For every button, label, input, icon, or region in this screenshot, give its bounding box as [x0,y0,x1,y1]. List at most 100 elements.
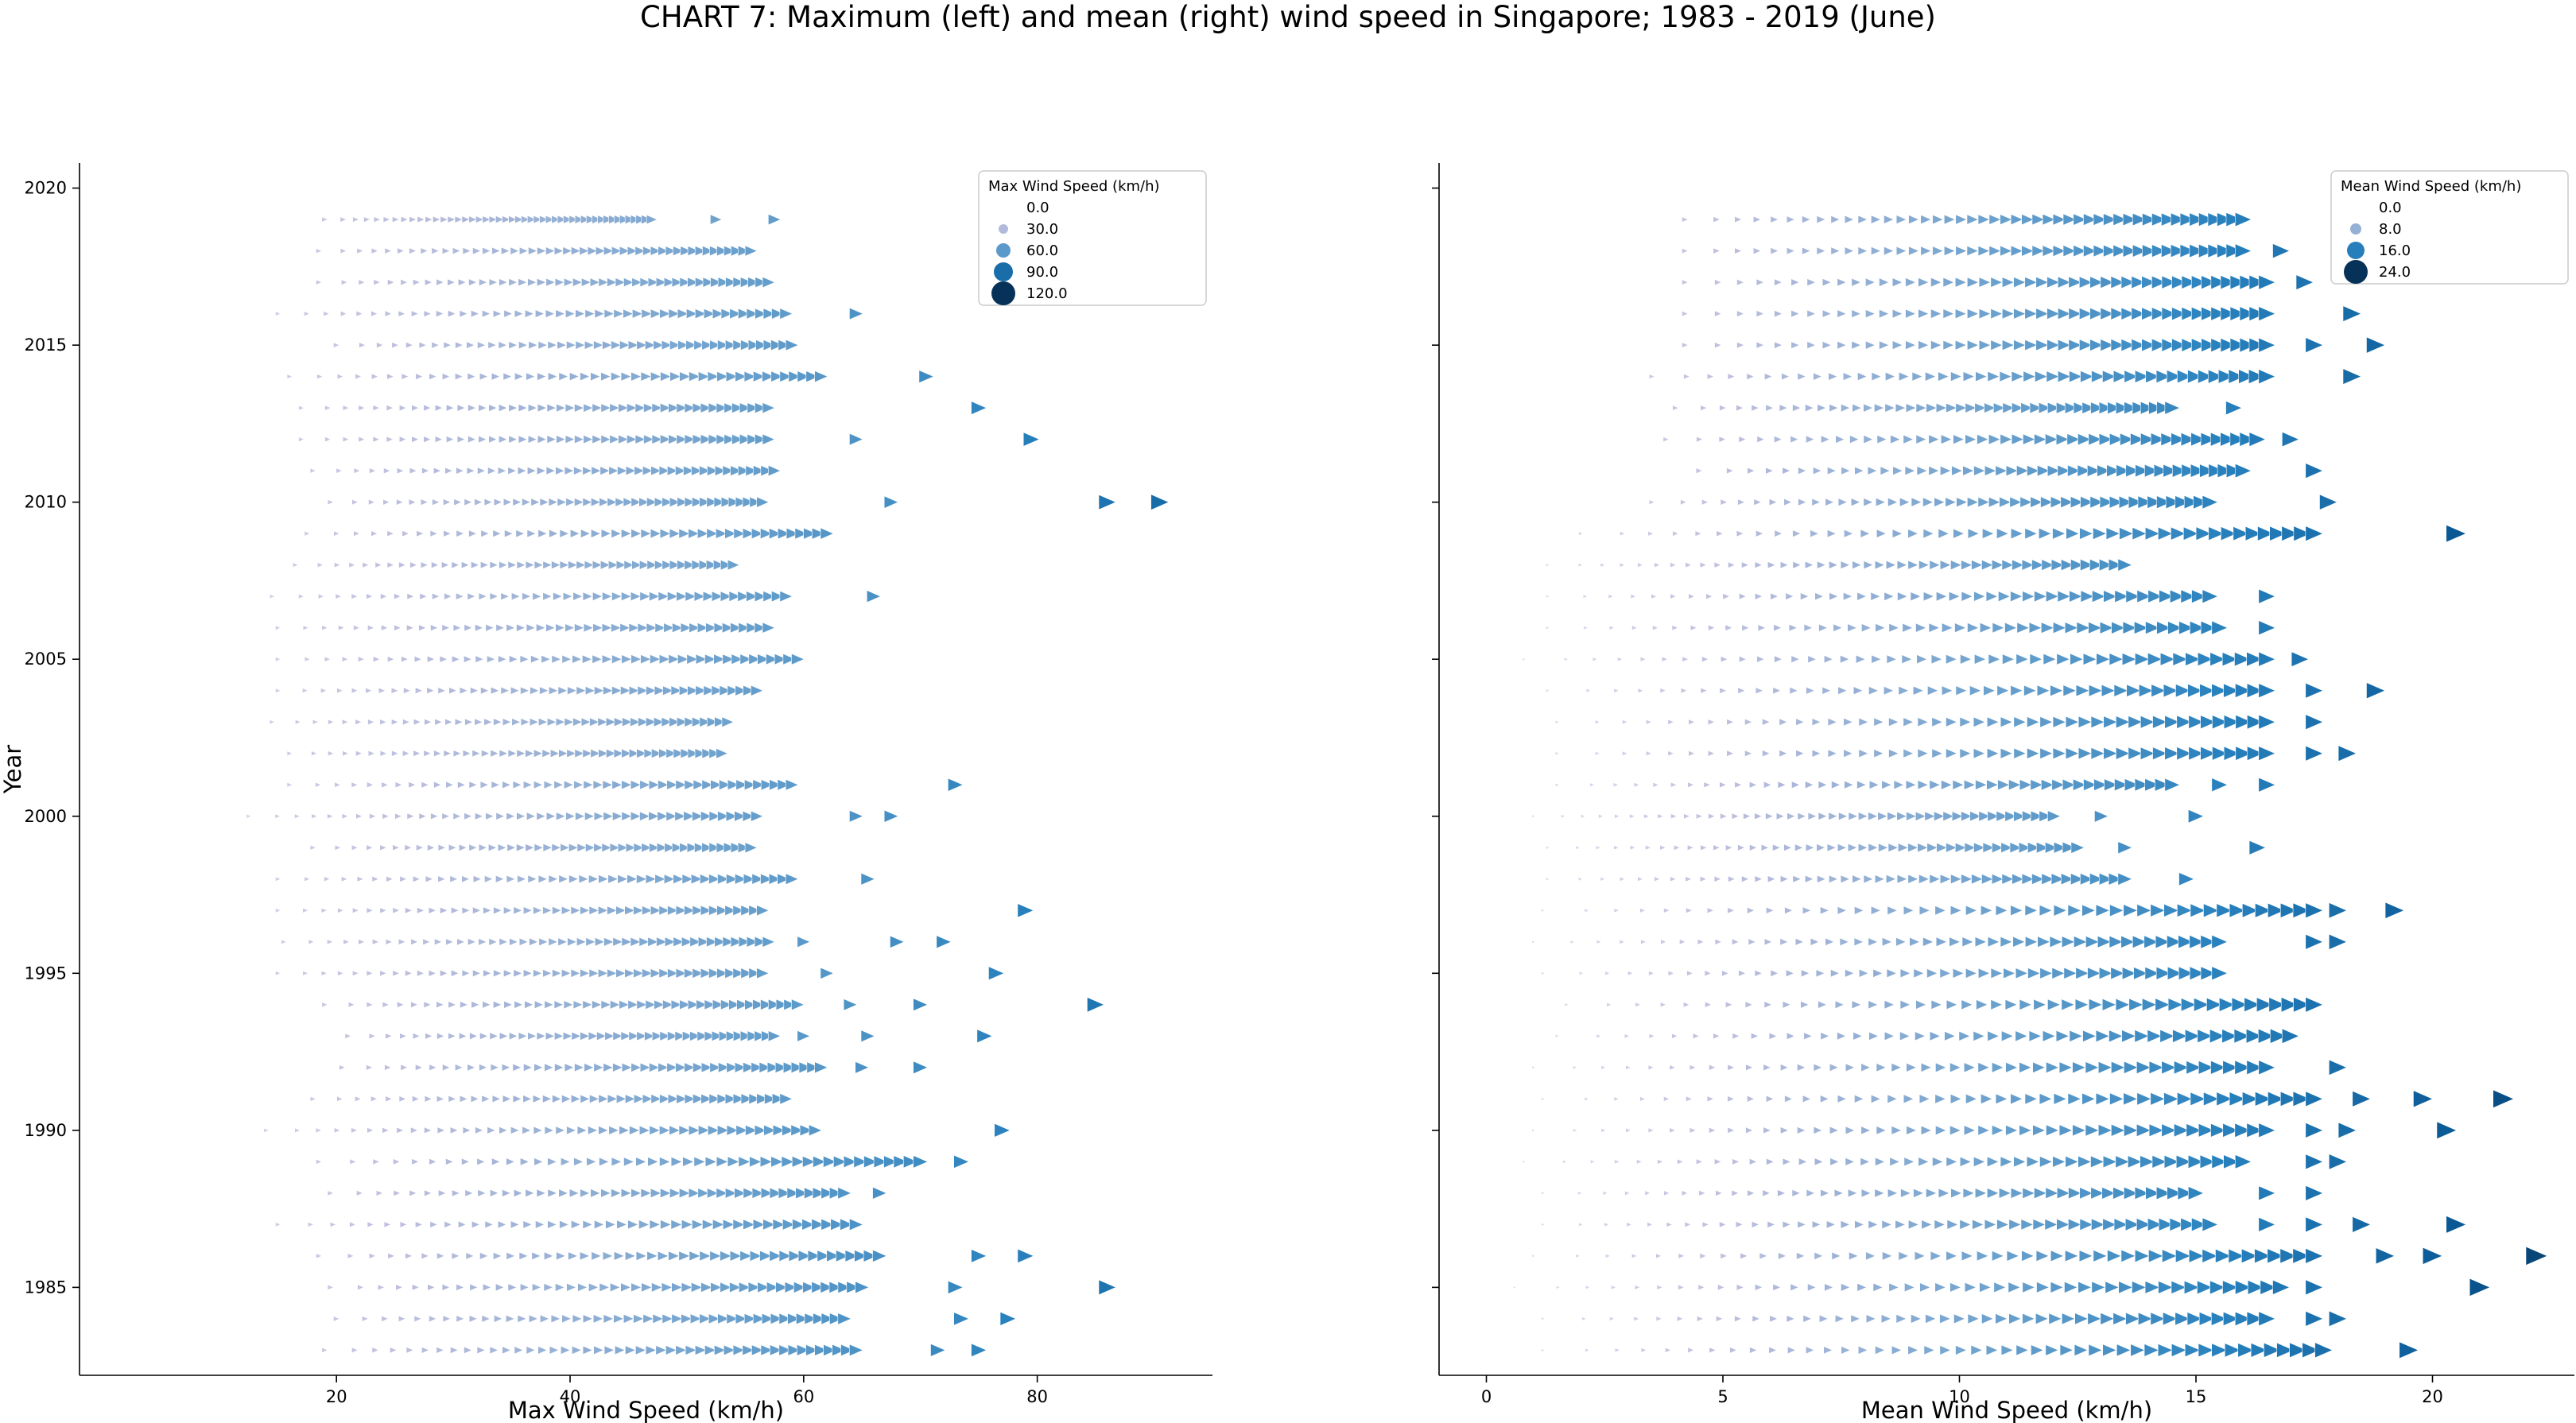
wind-point [431,561,440,569]
wind-point [1860,1063,1872,1072]
wind-point [456,938,466,946]
wind-point [2209,1029,2226,1044]
wind-point [561,654,572,664]
wind-point [551,215,562,224]
wind-point [470,1095,480,1103]
wind-point [1751,404,1760,412]
wind-point [1821,309,1832,318]
wind-point [495,812,506,820]
wind-point [1584,1096,1590,1102]
wind-point [598,1094,610,1104]
wind-point [418,812,427,820]
wind-point [1736,310,1745,318]
wind-point [1795,718,1805,727]
wind-point [2013,308,2027,320]
wind-point [1820,906,1830,915]
wind-point [1879,340,1890,350]
wind-point [2305,933,2324,950]
wind-point [1902,622,1914,633]
wind-point [315,781,322,788]
wind-point [1863,498,1874,507]
wind-point [751,1061,764,1073]
wind-point [1841,1345,1851,1355]
wind-point [396,1126,405,1134]
wind-point [1614,1347,1621,1353]
wind-point [661,1281,673,1293]
wind-point [1670,561,1677,568]
wind-point [2039,715,2054,728]
wind-point [1967,622,1980,634]
wind-point [1806,1188,1816,1197]
wind-point [719,779,731,791]
wind-point [2171,275,2188,289]
wind-point [1895,1313,1907,1324]
wind-point [440,215,449,223]
wind-point [2011,370,2025,382]
wind-point [615,277,627,288]
wind-point [1726,467,1735,475]
wind-point [2109,495,2124,509]
wind-point [1849,1251,1859,1261]
wind-point [698,1125,711,1136]
wind-point [621,811,633,821]
wind-point [2085,935,2101,948]
wind-point [619,246,630,256]
wind-point [373,216,382,223]
wind-point [574,403,585,413]
wind-point [1908,215,1920,225]
wind-point [1647,1064,1655,1071]
wind-point [1713,844,1721,851]
wind-point [423,310,433,318]
wind-point [551,843,562,852]
wind-point [2103,746,2118,760]
wind-point [2217,463,2234,479]
wind-point [2070,559,2085,572]
wind-point [269,593,276,599]
wind-point [491,246,501,255]
wind-point [2190,1091,2207,1107]
wind-point [636,999,648,1010]
wind-point [2028,1030,2043,1042]
wind-point [752,998,766,1010]
wind-point [436,1001,444,1009]
wind-point [1757,624,1767,632]
wind-point [1774,341,1783,349]
wind-point [1692,1033,1701,1040]
wind-point [2089,307,2105,320]
wind-point [1827,749,1838,758]
wind-point [1856,1282,1868,1292]
wind-point [327,498,335,506]
wind-point [2113,1218,2129,1231]
wind-point [1942,339,1955,351]
wind-point [1946,716,1958,727]
wind-point [298,436,305,443]
wind-point [2155,998,2171,1012]
wind-point [2051,967,2066,979]
wind-point [603,1313,615,1324]
wind-point [1774,309,1783,318]
wind-point [669,560,681,571]
wind-point [611,654,623,665]
wind-point [655,277,668,288]
wind-point [537,246,547,256]
wind-point [572,1345,583,1355]
wind-point [777,527,791,540]
wind-point [564,780,574,789]
wind-point [475,655,485,664]
wind-point [722,465,735,477]
wind-point [2081,401,2097,414]
wind-point [1950,560,1963,571]
wind-point [2079,339,2093,351]
wind-point [2127,1155,2143,1169]
wind-point [570,905,581,915]
wind-point [615,968,627,979]
wind-point [1737,498,1746,506]
wind-point [370,373,379,380]
wind-point [436,278,444,286]
wind-point [512,1063,522,1072]
wind-point [369,467,377,475]
wind-point [574,215,585,224]
wind-point [1779,874,1790,883]
wind-point [401,655,409,663]
wind-point [1860,1126,1872,1135]
